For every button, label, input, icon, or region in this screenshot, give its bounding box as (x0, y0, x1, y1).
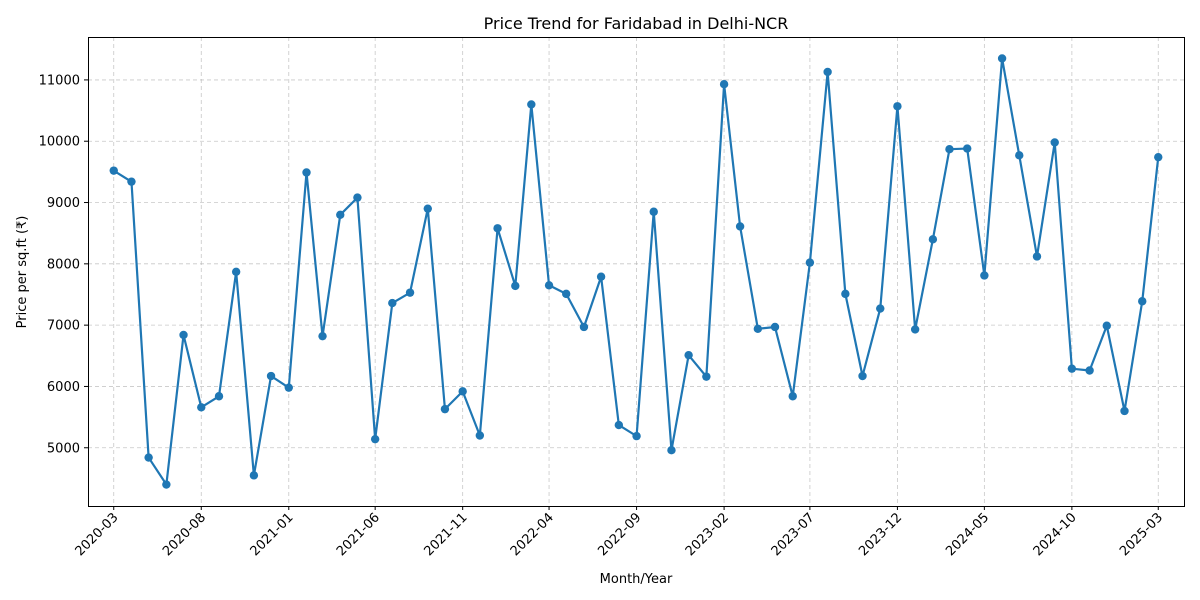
data-point (719, 80, 729, 89)
data-point (109, 166, 118, 175)
data-point (980, 271, 989, 280)
data-point (579, 322, 589, 332)
data-point (1050, 138, 1059, 147)
y-tick-label: 6000 (47, 380, 80, 395)
grid-lines (88, 37, 1184, 506)
data-point (231, 267, 241, 277)
data-point (596, 272, 606, 281)
data-point (1154, 152, 1163, 162)
data-point (893, 102, 902, 111)
data-point (162, 480, 171, 489)
data-point (493, 224, 502, 233)
data-point (805, 258, 815, 267)
data-point (823, 67, 832, 77)
data-point (876, 304, 885, 313)
data-point (945, 144, 954, 154)
y-tick-label: 9000 (47, 196, 80, 211)
data-point (1102, 321, 1111, 330)
data-point (1085, 366, 1094, 375)
data-point (405, 288, 415, 297)
data-point (544, 281, 554, 290)
data-point (475, 431, 485, 440)
data-point (770, 322, 780, 332)
data-point (440, 404, 450, 414)
data-point (1015, 151, 1024, 160)
data-point (214, 392, 224, 401)
data-point (1032, 252, 1042, 261)
data-point (336, 210, 345, 219)
data-point (249, 471, 259, 480)
data-point (735, 222, 745, 231)
data-point (284, 383, 293, 392)
data-point (702, 372, 711, 381)
data-point (1138, 297, 1147, 306)
data-point (458, 387, 467, 396)
data-point (841, 289, 850, 299)
data-point (423, 204, 432, 213)
data-point (511, 281, 520, 291)
data-point (928, 235, 938, 244)
data-point (388, 298, 397, 308)
data-point (197, 403, 206, 412)
data-point (370, 434, 380, 444)
y-tick-label: 10000 (39, 135, 80, 150)
data-point (353, 193, 362, 202)
data-point (614, 420, 624, 430)
y-tick-label: 11000 (39, 73, 80, 88)
data-point (753, 324, 763, 334)
y-tick-label: 7000 (47, 319, 80, 334)
data-point (302, 168, 311, 177)
data-point (632, 431, 641, 441)
data-point (179, 330, 188, 340)
series-group (109, 54, 1163, 489)
data-point (649, 207, 658, 216)
data-point (788, 392, 797, 401)
data-point (997, 54, 1007, 63)
data-point (1120, 406, 1129, 416)
data-point (127, 177, 136, 186)
data-point (266, 371, 276, 381)
x-axis-label: Month/Year (600, 572, 673, 587)
y-tick-label: 5000 (47, 441, 80, 456)
data-point (144, 453, 153, 462)
data-point (667, 446, 676, 455)
data-point (1067, 364, 1077, 373)
data-point (527, 100, 536, 109)
data-point (963, 144, 972, 153)
data-point (562, 289, 571, 299)
y-axis-label: Price per sq.ft (₹) (15, 216, 30, 329)
y-axis: 5000 6000 7000 8000 9000 10000 11000 (39, 73, 88, 456)
data-point (858, 371, 867, 381)
y-tick-label: 8000 (47, 257, 80, 272)
data-point (318, 331, 327, 341)
chart-title: Price Trend for Faridabad in Delhi-NCR (484, 14, 789, 33)
data-point (910, 325, 920, 334)
data-point (684, 350, 693, 360)
